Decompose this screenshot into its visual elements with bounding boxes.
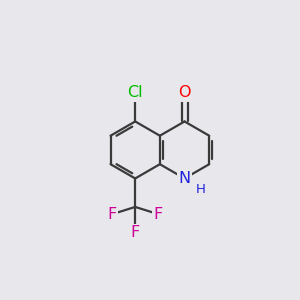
Text: Cl: Cl [128,85,143,100]
Text: F: F [153,207,163,222]
Text: F: F [108,207,117,222]
Text: F: F [130,225,140,240]
Text: O: O [178,85,191,100]
Text: N: N [178,171,190,186]
Text: H: H [195,183,205,196]
